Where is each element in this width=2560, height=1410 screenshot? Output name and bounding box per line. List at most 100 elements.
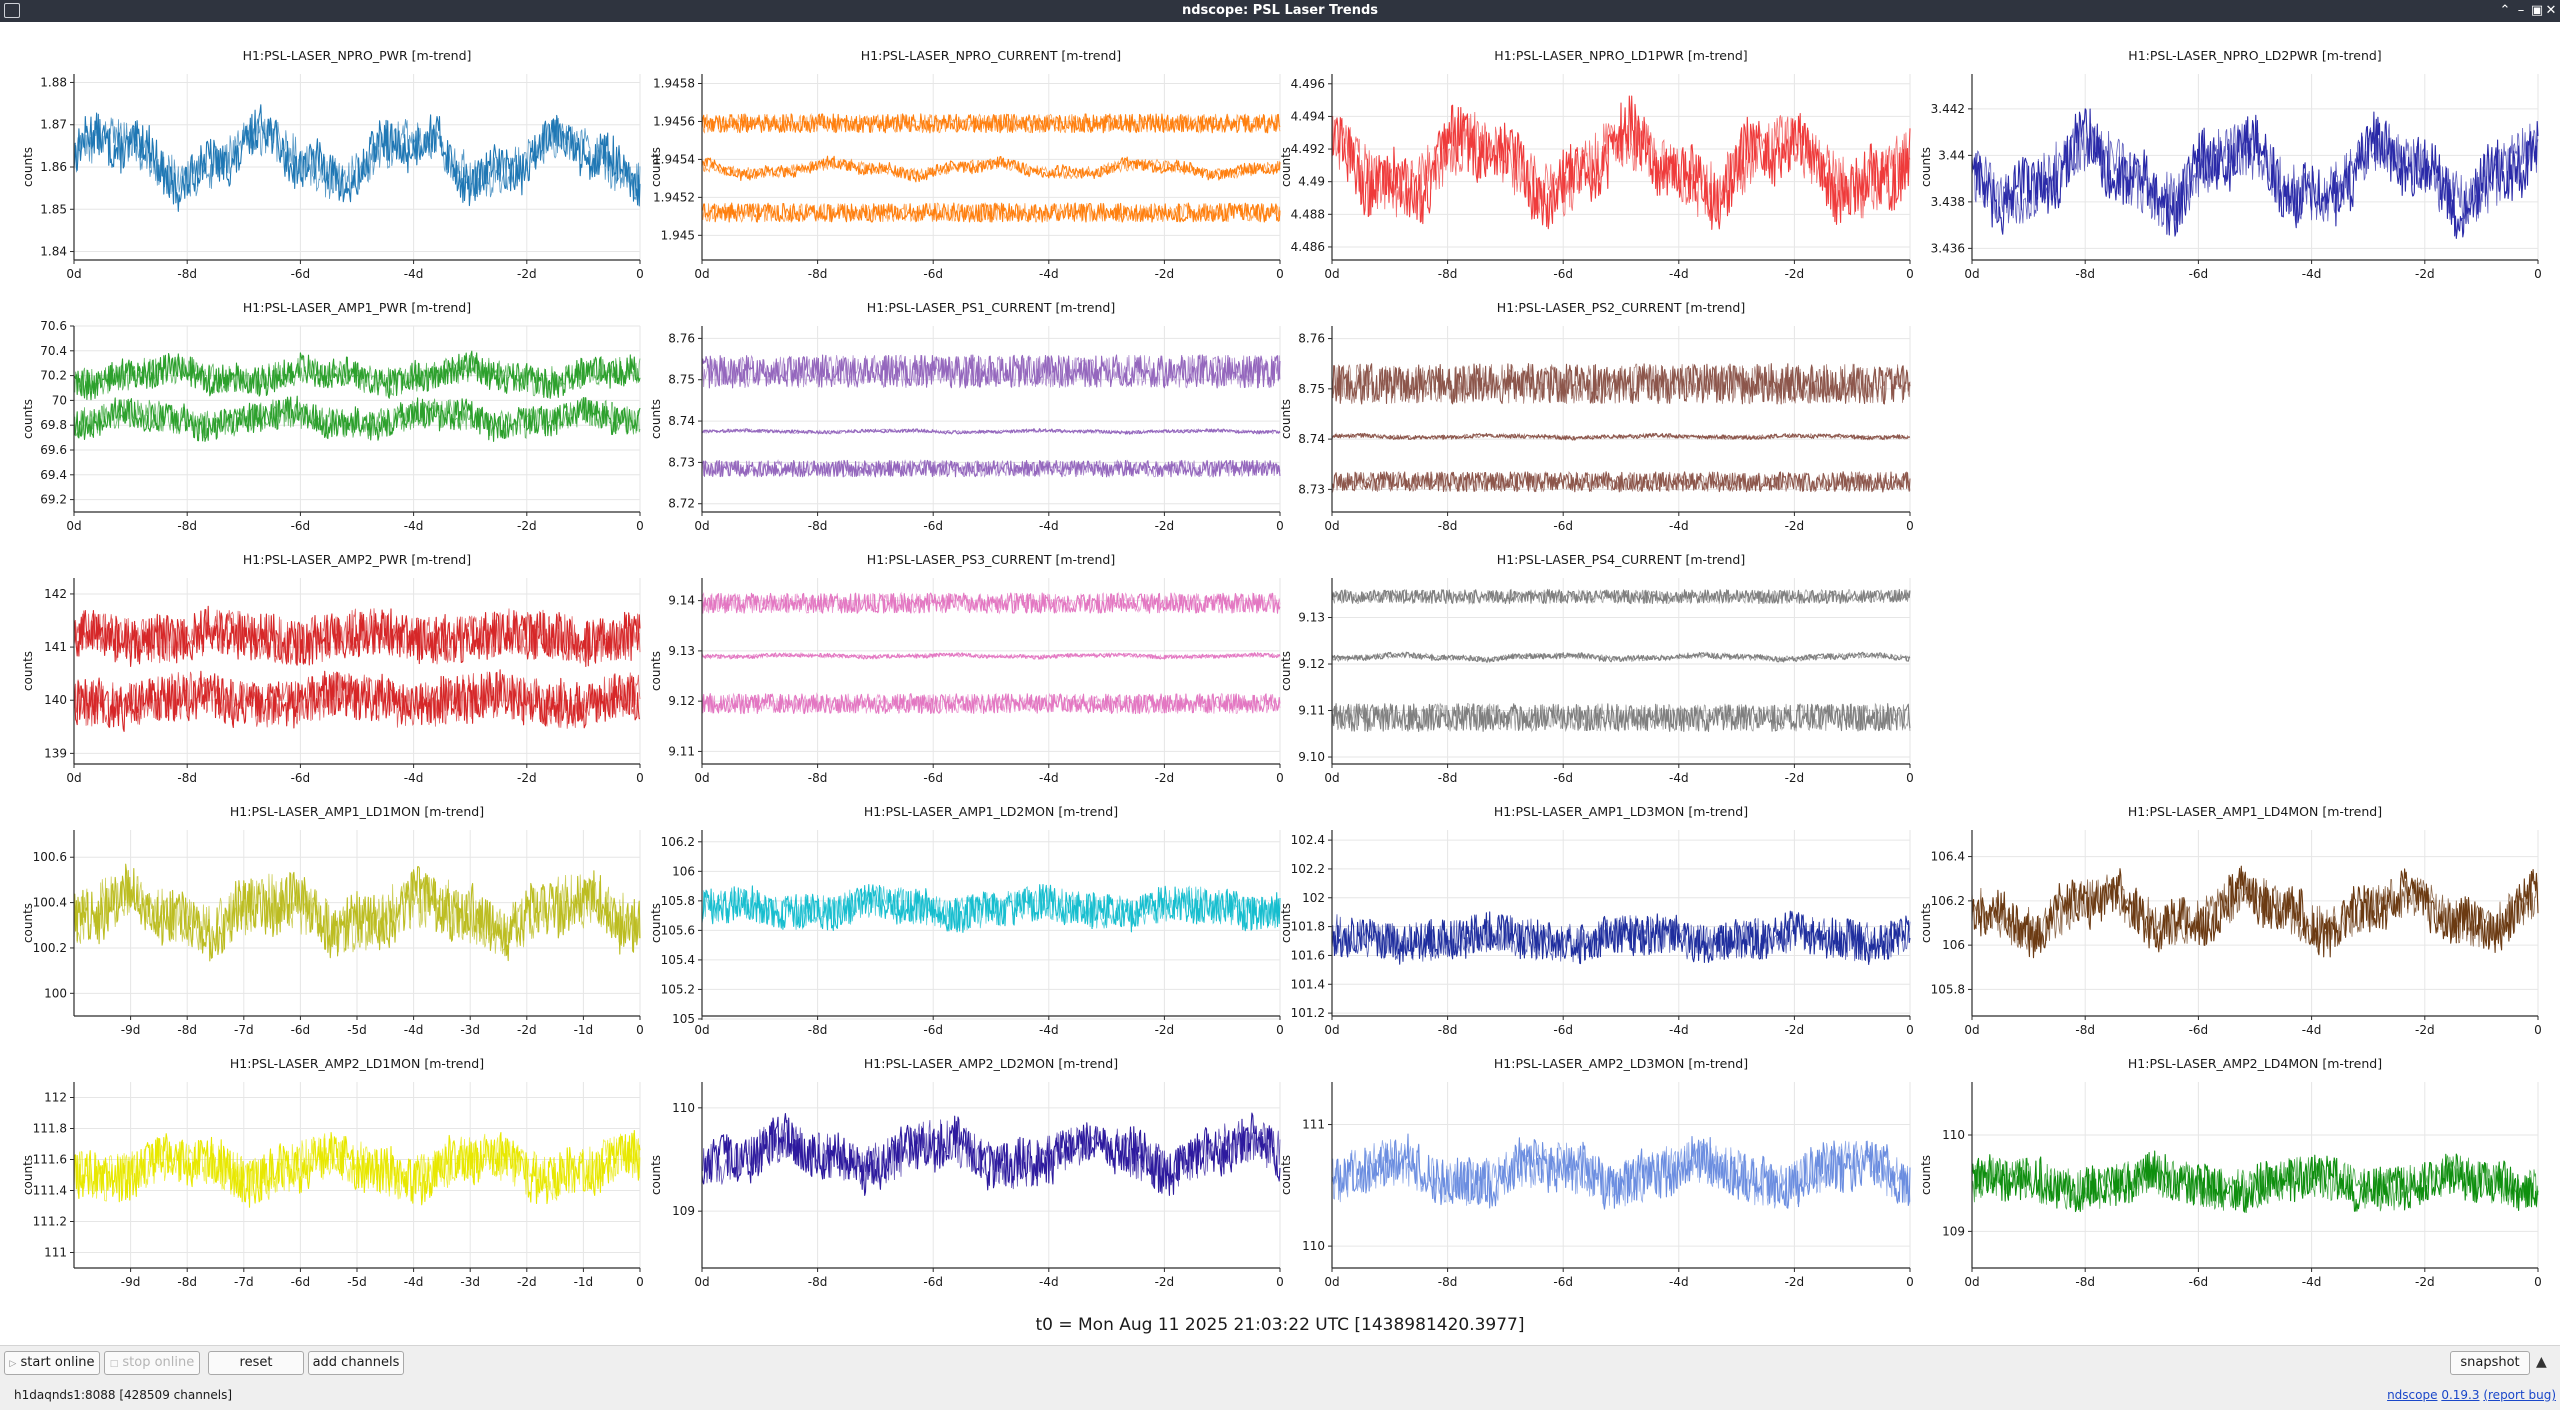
x-tick-label: -2d	[1785, 1275, 1805, 1289]
y-axis-label: counts	[21, 903, 35, 943]
y-tick-label: 9.14	[668, 594, 695, 608]
y-tick-label: 3.44	[1938, 148, 1965, 162]
x-tick-label: -3d	[460, 1023, 480, 1037]
plot-title: H1:PSL-LASER_PS2_CURRENT [m-trend]	[1497, 300, 1745, 315]
y-tick-label: 4.492	[1291, 142, 1325, 156]
y-tick-label: 4.486	[1291, 240, 1325, 254]
y-axis-label: counts	[21, 399, 35, 439]
plot-12: H1:PSL-LASER_AMP1_LD1MON [m-trend] counts…	[21, 804, 644, 1037]
y-axis-label: counts	[649, 1155, 663, 1195]
report-bug-link[interactable]: (report bug)	[2483, 1388, 2556, 1402]
series-trace	[73, 350, 641, 401]
x-tick-label: -4d	[1039, 267, 1059, 281]
x-tick-label: -6d	[923, 267, 943, 281]
y-tick-label: 1.84	[40, 245, 67, 259]
series-trace-envelope	[701, 113, 1281, 134]
y-tick-label: 8.73	[668, 455, 695, 469]
series-trace	[73, 669, 641, 732]
y-tick-label: 139	[44, 746, 67, 760]
x-tick-label: -4d	[404, 771, 424, 785]
x-tick-label: 0d	[1964, 1023, 1979, 1037]
x-tick-label: -8d	[2075, 1275, 2095, 1289]
reset-button[interactable]: reset	[208, 1351, 304, 1375]
y-tick-label: 105.2	[661, 982, 695, 996]
x-tick-label: -4d	[404, 1275, 424, 1289]
plot-8: H1:PSL-LASER_AMP2_PWR [m-trend] counts 139…	[21, 552, 644, 785]
maximize-icon[interactable]: ▣	[2530, 3, 2544, 18]
chevron-up-icon[interactable]: ⌃	[2499, 3, 2511, 18]
start-online-button[interactable]: ▷ start online	[4, 1351, 100, 1375]
y-axis-label: counts	[1279, 147, 1293, 187]
plot-title: H1:PSL-LASER_NPRO_PWR [m-trend]	[243, 48, 472, 63]
minimize-icon[interactable]: –	[2517, 3, 2525, 18]
x-tick-label: 0	[1276, 1023, 1284, 1037]
y-tick-label: 1.945	[661, 228, 695, 242]
plot-title: H1:PSL-LASER_AMP1_PWR [m-trend]	[243, 300, 471, 315]
series-trace-envelope	[701, 692, 1281, 715]
app-icon	[4, 3, 20, 18]
x-tick-label: -4d	[1669, 519, 1689, 533]
x-tick-label: -4d	[1669, 1023, 1689, 1037]
version-link[interactable]: 0.19.3	[2441, 1388, 2480, 1402]
y-axis-label: counts	[21, 147, 35, 187]
plot-13: H1:PSL-LASER_AMP1_LD2MON [m-trend] counts…	[649, 804, 1284, 1037]
snapshot-button[interactable]: snapshot	[2450, 1351, 2530, 1375]
series-trace-envelope	[701, 354, 1281, 389]
x-tick-label: -4d	[1669, 267, 1689, 281]
series-trace	[1331, 651, 1911, 663]
series-trace-envelope	[1331, 702, 1911, 733]
plot-3: H1:PSL-LASER_NPRO_LD2PWR [m-trend] counts…	[1919, 48, 2542, 281]
y-tick-label: 1.86	[40, 160, 67, 174]
y-axis-label: counts	[649, 147, 663, 187]
stop-online-button[interactable]: □ stop online	[104, 1351, 200, 1375]
x-tick-label: 0d	[694, 519, 709, 533]
y-tick-label: 110	[672, 1101, 695, 1115]
series-trace	[701, 1112, 1281, 1196]
series-trace-envelope	[1331, 432, 1910, 441]
close-icon[interactable]: ✕	[2545, 3, 2557, 18]
window-titlebar: ndscope: PSL Laser Trends ⌃ – ▣ ✕	[0, 0, 2560, 22]
plot-title: H1:PSL-LASER_AMP1_LD1MON [m-trend]	[230, 804, 484, 819]
collapse-icon[interactable]: ▲	[2536, 1354, 2547, 1370]
stop-icon: □	[109, 1359, 119, 1369]
series-trace-envelope	[1331, 111, 1911, 219]
y-tick-label: 105.4	[661, 953, 695, 967]
ndscope-link[interactable]: ndscope	[2387, 1388, 2438, 1402]
plot-title: H1:PSL-LASER_AMP2_PWR [m-trend]	[243, 552, 471, 567]
add-channels-button[interactable]: add channels	[308, 1351, 404, 1375]
x-tick-label: -8d	[2075, 1023, 2095, 1037]
plot-title: H1:PSL-LASER_NPRO_LD1PWR [m-trend]	[1494, 48, 1747, 63]
plot-18: H1:PSL-LASER_AMP2_LD3MON [m-trend] counts…	[1279, 1056, 1914, 1289]
y-axis-label: counts	[649, 903, 663, 943]
plot-title: H1:PSL-LASER_NPRO_CURRENT [m-trend]	[861, 48, 1121, 63]
x-tick-label: -6d	[291, 267, 311, 281]
x-tick-label: -4d	[2302, 1275, 2322, 1289]
x-tick-label: -8d	[2075, 267, 2095, 281]
x-tick-label: 0	[636, 771, 644, 785]
x-tick-label: -4d	[404, 519, 424, 533]
plot-1: H1:PSL-LASER_NPRO_CURRENT [m-trend] count…	[649, 48, 1284, 281]
x-tick-label: -2d	[1155, 519, 1175, 533]
y-axis-label: counts	[21, 1155, 35, 1195]
y-axis-label: counts	[1279, 651, 1293, 691]
series-trace	[701, 202, 1281, 223]
series-trace-envelope	[701, 651, 1281, 661]
y-tick-label: 1.9456	[653, 114, 695, 128]
x-tick-label: -4d	[404, 267, 424, 281]
series-trace-envelope	[701, 591, 1281, 615]
y-tick-label: 111.4	[33, 1184, 67, 1198]
x-tick-label: -8d	[1438, 267, 1458, 281]
y-tick-label: 109	[1942, 1224, 1965, 1238]
x-tick-label: -2d	[1155, 267, 1175, 281]
x-tick-label: 0d	[66, 771, 81, 785]
y-tick-label: 8.73	[1298, 482, 1325, 496]
series-trace-envelope	[701, 428, 1281, 436]
x-tick-label: 0	[1906, 267, 1914, 281]
x-tick-label: -8d	[808, 1275, 828, 1289]
series-trace-envelope	[1331, 470, 1911, 494]
x-tick-label: -2d	[517, 519, 537, 533]
x-tick-label: -8d	[177, 267, 197, 281]
series-trace	[73, 395, 641, 442]
series-trace	[701, 354, 1281, 389]
series-trace-envelope	[1971, 121, 2539, 227]
